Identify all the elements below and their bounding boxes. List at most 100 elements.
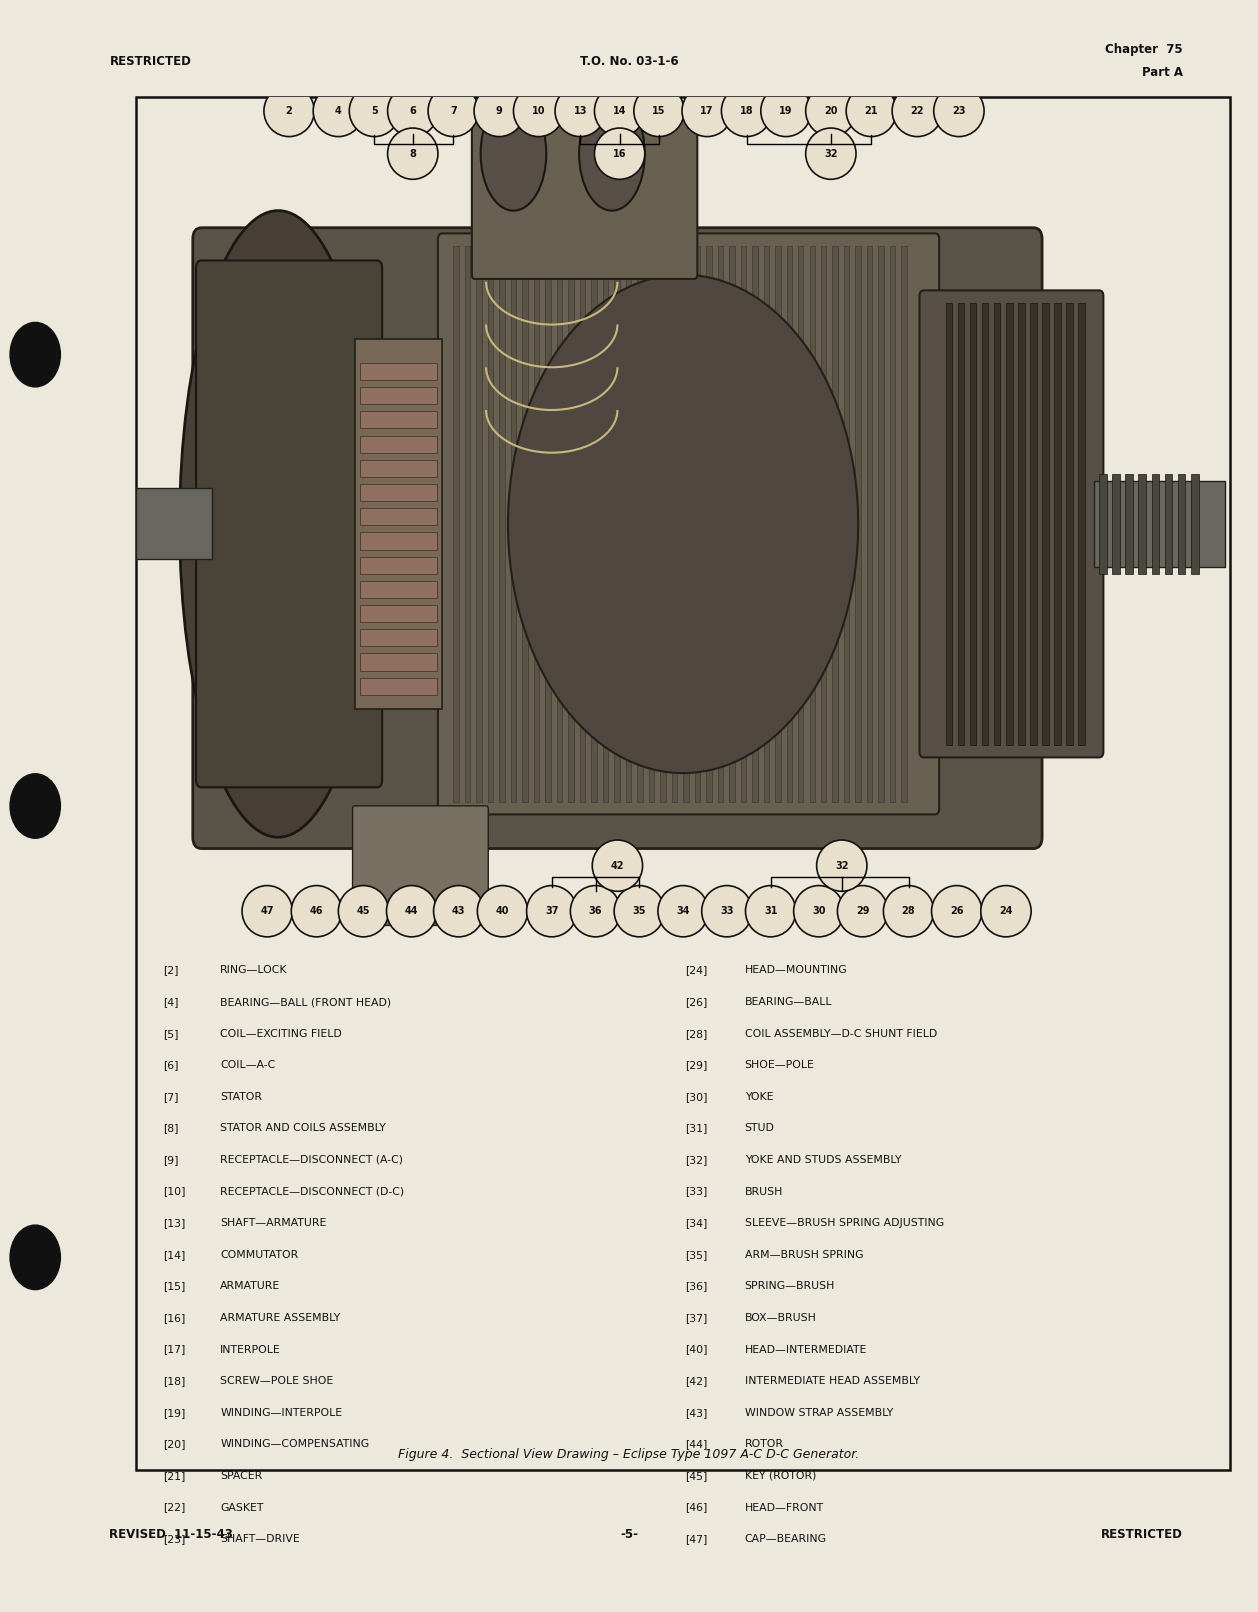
Text: [44]: [44] [686, 1440, 708, 1449]
Text: SHAFT—DRIVE: SHAFT—DRIVE [220, 1535, 299, 1544]
Text: [4]: [4] [164, 996, 179, 1008]
Bar [855, 247, 860, 801]
Text: [6]: [6] [164, 1061, 179, 1070]
Ellipse shape [805, 85, 855, 137]
Text: [33]: [33] [686, 1186, 708, 1196]
Bar [637, 247, 643, 801]
Bar [1030, 303, 1037, 745]
Bar [1177, 474, 1185, 574]
Text: [36]: [36] [686, 1282, 708, 1291]
Ellipse shape [816, 840, 867, 891]
Bar [706, 247, 712, 801]
Text: HEAD—INTERMEDIATE: HEAD—INTERMEDIATE [745, 1344, 867, 1354]
Ellipse shape [428, 85, 478, 137]
Text: [34]: [34] [686, 1219, 708, 1228]
Text: Chapter  75: Chapter 75 [1105, 44, 1183, 56]
Text: 37: 37 [545, 906, 559, 916]
Bar [557, 247, 562, 801]
Text: ROTOR: ROTOR [745, 1440, 784, 1449]
Bar [360, 387, 437, 405]
Bar [889, 247, 896, 801]
Text: 14: 14 [613, 106, 626, 116]
Text: [43]: [43] [686, 1407, 708, 1419]
Ellipse shape [527, 885, 577, 937]
Ellipse shape [313, 85, 364, 137]
Text: [28]: [28] [686, 1028, 708, 1038]
Ellipse shape [386, 885, 437, 937]
Text: -5-: -5- [620, 1528, 638, 1541]
Ellipse shape [555, 85, 605, 137]
Text: SHOE—POLE: SHOE—POLE [745, 1061, 815, 1070]
Bar [360, 532, 437, 550]
Bar [752, 247, 757, 801]
Bar [741, 247, 746, 801]
Text: YOKE: YOKE [745, 1091, 774, 1103]
Text: [40]: [40] [686, 1344, 708, 1354]
Bar [672, 247, 677, 801]
Text: HEAD—FRONT: HEAD—FRONT [745, 1502, 824, 1512]
FancyBboxPatch shape [192, 227, 1042, 848]
Text: WINDING—COMPENSATING: WINDING—COMPENSATING [220, 1440, 370, 1449]
Text: BRUSH: BRUSH [745, 1186, 784, 1196]
Text: [37]: [37] [686, 1312, 708, 1323]
Circle shape [10, 774, 60, 838]
Text: [31]: [31] [686, 1124, 708, 1133]
Text: [7]: [7] [164, 1091, 179, 1103]
Text: [16]: [16] [164, 1312, 186, 1323]
Text: 8: 8 [409, 148, 416, 158]
Ellipse shape [481, 97, 546, 211]
Text: [17]: [17] [164, 1344, 186, 1354]
Ellipse shape [931, 885, 982, 937]
Text: YOKE AND STUDS ASSEMBLY: YOKE AND STUDS ASSEMBLY [745, 1154, 901, 1165]
Text: COIL—EXCITING FIELD: COIL—EXCITING FIELD [220, 1028, 342, 1038]
Ellipse shape [292, 885, 342, 937]
Bar [360, 677, 437, 695]
Ellipse shape [682, 85, 732, 137]
Bar [360, 508, 437, 526]
Text: [21]: [21] [164, 1470, 186, 1481]
Ellipse shape [338, 885, 389, 937]
Bar [360, 411, 437, 429]
Bar [660, 247, 665, 801]
Ellipse shape [658, 885, 708, 937]
Text: [42]: [42] [686, 1377, 708, 1386]
Text: REVISED  11-15-43: REVISED 11-15-43 [109, 1528, 233, 1541]
Ellipse shape [474, 85, 525, 137]
Text: [8]: [8] [164, 1124, 179, 1133]
Text: WINDING—INTERPOLE: WINDING—INTERPOLE [220, 1407, 342, 1419]
Ellipse shape [805, 127, 855, 179]
Bar [1151, 474, 1159, 574]
Ellipse shape [883, 885, 933, 937]
Bar [844, 247, 849, 801]
Text: INTERPOLE: INTERPOLE [220, 1344, 281, 1354]
Bar [1067, 303, 1073, 745]
Text: SLEEVE—BRUSH SPRING ADJUSTING: SLEEVE—BRUSH SPRING ADJUSTING [745, 1219, 944, 1228]
Bar [545, 247, 551, 801]
Ellipse shape [892, 85, 942, 137]
Text: 32: 32 [824, 148, 838, 158]
Text: 36: 36 [589, 906, 603, 916]
Text: 40: 40 [496, 906, 509, 916]
Text: 24: 24 [999, 906, 1013, 916]
Text: 19: 19 [779, 106, 793, 116]
Ellipse shape [702, 885, 752, 937]
Text: RECEPTACLE—DISCONNECT (D-C): RECEPTACLE—DISCONNECT (D-C) [220, 1186, 404, 1196]
Ellipse shape [264, 85, 314, 137]
Ellipse shape [981, 885, 1032, 937]
Bar [360, 435, 437, 453]
Text: ARM—BRUSH SPRING: ARM—BRUSH SPRING [745, 1249, 863, 1261]
Bar [477, 247, 482, 801]
Bar [730, 247, 735, 801]
Bar [511, 247, 516, 801]
Text: 16: 16 [613, 148, 626, 158]
Text: STATOR: STATOR [220, 1091, 262, 1103]
Circle shape [10, 322, 60, 387]
Bar [1125, 474, 1133, 574]
Text: BEARING—BALL: BEARING—BALL [745, 996, 833, 1008]
Text: [9]: [9] [164, 1154, 179, 1165]
Text: SPRING—BRUSH: SPRING—BRUSH [745, 1282, 835, 1291]
Text: HEAD—MOUNTING: HEAD—MOUNTING [745, 966, 848, 975]
Text: 28: 28 [902, 906, 916, 916]
FancyBboxPatch shape [438, 234, 940, 814]
Text: RESTRICTED: RESTRICTED [1101, 1528, 1183, 1541]
